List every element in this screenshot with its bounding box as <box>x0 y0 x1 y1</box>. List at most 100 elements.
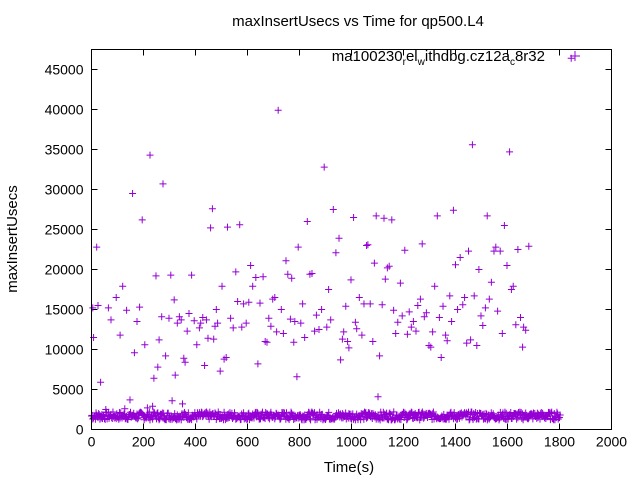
data-point <box>487 278 495 286</box>
data-point <box>369 338 377 345</box>
data-point <box>315 326 323 333</box>
data-point <box>175 313 183 321</box>
data-point <box>519 343 527 351</box>
data-point <box>195 324 203 332</box>
data-point <box>353 325 361 333</box>
data-point <box>414 302 422 309</box>
data-point <box>364 241 372 249</box>
data-point <box>227 314 235 322</box>
data-point <box>358 331 366 339</box>
baseline-point <box>153 410 161 418</box>
baseline-point <box>134 414 142 422</box>
data-point <box>259 273 267 281</box>
data-point <box>403 330 411 338</box>
data-point <box>168 397 176 405</box>
x-tick-label: 1600 <box>492 434 523 450</box>
data-point <box>485 295 493 303</box>
x-tick-label: 800 <box>288 434 312 450</box>
baseline-point <box>325 408 333 416</box>
data-point <box>350 214 358 221</box>
legend: ma100230relwithdbg.cz12ac8r32 <box>332 48 580 68</box>
data-point <box>197 319 205 327</box>
x-axis-title: Time(s) <box>324 459 374 476</box>
y-axis-title: maxInsertUsecs <box>4 185 21 293</box>
data-point <box>380 214 388 222</box>
y-tick-label: 35000 <box>45 142 84 158</box>
data-point <box>155 336 163 344</box>
data-point <box>363 242 371 249</box>
data-point <box>165 314 173 322</box>
data-point <box>374 393 382 401</box>
data-point <box>355 294 363 301</box>
data-point <box>388 216 396 224</box>
data-point <box>199 314 207 321</box>
baseline-point <box>134 415 142 423</box>
data-point <box>181 358 189 366</box>
baseline-point <box>396 415 404 423</box>
x-tick-label: 400 <box>184 434 208 450</box>
baseline-point <box>385 410 393 418</box>
baseline-point <box>411 410 419 418</box>
legend-subscript: c <box>510 57 515 68</box>
data-point <box>89 304 97 312</box>
data-point <box>242 319 250 327</box>
data-point <box>452 261 459 269</box>
data-point <box>130 349 138 357</box>
baseline-point <box>440 410 448 418</box>
data-point <box>506 148 514 156</box>
data-point <box>294 243 302 251</box>
data-point <box>470 292 478 300</box>
data-point <box>214 319 222 327</box>
baseline-point <box>184 409 192 417</box>
legend-part: el <box>406 48 418 65</box>
data-point <box>372 212 380 220</box>
data-point <box>223 223 231 231</box>
data-point <box>525 242 533 250</box>
data-point <box>171 371 179 379</box>
data-point <box>173 319 181 327</box>
data-point <box>311 327 319 335</box>
data-point <box>323 323 331 331</box>
data-point <box>332 249 340 257</box>
baseline-point <box>424 414 432 422</box>
data-points <box>88 54 575 424</box>
data-point <box>344 338 352 345</box>
data-point <box>422 309 430 317</box>
data-point <box>293 373 301 381</box>
data-point <box>479 322 487 329</box>
baseline-point <box>429 408 437 416</box>
data-point <box>119 282 127 290</box>
data-point <box>420 313 428 321</box>
legend-part: 8r32 <box>515 48 545 65</box>
data-point <box>370 259 378 267</box>
data-point <box>204 334 212 342</box>
data-point <box>102 406 110 413</box>
data-point <box>158 313 166 321</box>
data-point <box>449 206 457 214</box>
data-point <box>498 330 506 337</box>
y-tick-label: 40000 <box>45 102 84 118</box>
data-point <box>392 330 400 337</box>
data-point <box>123 306 131 314</box>
data-point <box>301 334 309 341</box>
data-point <box>185 310 193 317</box>
x-tick-label: 200 <box>132 434 156 450</box>
data-point <box>162 352 170 360</box>
chart-title: maxInsertUsecs vs Time for qp500.L4 <box>232 13 484 30</box>
data-point <box>208 205 216 213</box>
data-point <box>416 295 424 303</box>
data-point <box>500 222 508 229</box>
data-point <box>481 304 489 312</box>
data-point <box>170 296 178 304</box>
baseline-point <box>362 414 370 422</box>
data-point <box>465 247 472 255</box>
data-point <box>201 362 209 369</box>
baseline-point <box>556 411 564 419</box>
baseline-point <box>401 409 409 417</box>
data-point <box>490 247 498 255</box>
data-point <box>427 343 435 351</box>
data-point <box>509 282 517 290</box>
data-point <box>409 318 417 325</box>
data-point <box>401 246 409 254</box>
x-axis-ticks: 0 200 400 600 800 1000 1200 1400 1600 1800 2000 <box>88 49 627 450</box>
